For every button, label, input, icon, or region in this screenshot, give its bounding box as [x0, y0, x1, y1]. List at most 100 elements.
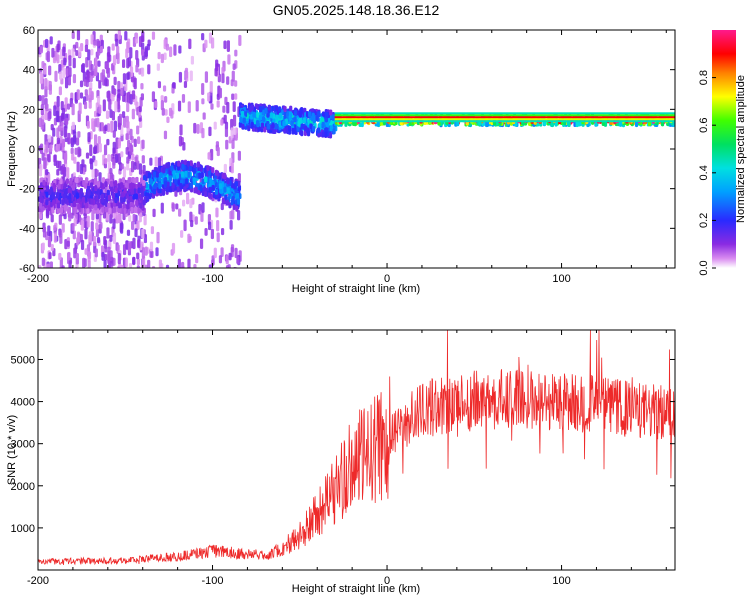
spectrogram-cell	[74, 147, 78, 155]
spectrogram-cell	[324, 112, 329, 119]
spectrogram-cell	[226, 187, 230, 194]
spectrogram-cell	[51, 47, 55, 58]
spectrogram-cell	[117, 80, 121, 92]
spectrogram-cell	[58, 160, 62, 171]
spectrogram-cell	[67, 137, 71, 144]
colorbar-ticks: 0.0 0.2 0.4 0.6 0.8	[698, 70, 716, 276]
spectrogram-cell	[124, 182, 128, 189]
spectrogram-cell	[136, 220, 140, 231]
spectrogram-cell	[84, 248, 88, 255]
spectrogram-cell	[87, 189, 91, 196]
spectrogram-cell	[55, 110, 59, 122]
spectrogram-cell	[211, 184, 215, 191]
spectrogram-cell	[138, 105, 142, 113]
spectrogram-cell	[237, 150, 241, 161]
spectrogram-cell	[143, 213, 147, 226]
spectrogram-cell	[126, 229, 131, 237]
spectrogram-cell	[199, 185, 203, 192]
spectrogram-cell	[131, 221, 135, 231]
spectrogram-cell	[181, 94, 186, 103]
spectrogram-cell	[109, 180, 114, 187]
spectrogram-cell	[223, 173, 227, 180]
colorbar-tick-label: 0.2	[698, 213, 710, 228]
spectrogram-cell	[119, 182, 124, 189]
spectrogram-cell	[160, 95, 164, 102]
spectrogram-cell	[86, 215, 90, 228]
spectrogram-cell	[101, 251, 105, 261]
spectrogram-cell	[567, 121, 571, 128]
spectrogram-cell	[201, 33, 205, 41]
spectrogram-cell	[142, 164, 146, 174]
spectrogram-cell	[189, 182, 193, 189]
spectrogram-cell	[95, 228, 100, 238]
spectrogram-cell	[260, 122, 265, 129]
spectrogram-cell	[45, 185, 50, 192]
spectrogram-cell	[85, 79, 89, 88]
spectrogram-cell	[65, 178, 69, 185]
spectrogram-cell	[88, 231, 92, 243]
spectrogram-cell	[331, 114, 335, 121]
spectrogram-cell	[224, 127, 229, 138]
spectrogram-cell	[211, 255, 215, 266]
spectrogram-cell	[38, 202, 43, 209]
snr-ytick-label: 2000	[11, 481, 35, 493]
spectrogram-cell	[79, 80, 84, 88]
spectrogram-cell	[160, 202, 164, 214]
spectrogram-cell	[126, 156, 130, 164]
spectrogram-cell	[179, 182, 183, 189]
spectrogram-cell	[90, 198, 94, 205]
spectrogram-cell	[67, 251, 71, 261]
spectrogram-cell	[179, 124, 183, 136]
spectrogram-cell	[126, 57, 130, 69]
spectrogram-cell	[231, 195, 235, 202]
spectrogram-cell	[64, 76, 69, 89]
spectrogram-cell	[120, 264, 124, 268]
spectrogram-cell	[68, 193, 72, 200]
spectrogram-cell	[108, 98, 112, 111]
spectrogram-cell	[216, 146, 220, 157]
spectrogram-cell	[63, 183, 67, 190]
spectrogram-cell	[85, 177, 89, 184]
spectrogram-cell	[204, 71, 209, 83]
spectrogram-cell	[79, 163, 84, 175]
spectrogram-cell	[270, 112, 274, 119]
spectrogram-cell	[134, 32, 139, 44]
snr-ytick-label: 5000	[11, 354, 35, 366]
spectrogram-cell	[299, 108, 303, 115]
spectrogram-cell	[317, 110, 321, 117]
spectrogram-cell	[261, 109, 265, 116]
spectrogram-cell	[116, 190, 121, 197]
spectrogram-cell	[215, 207, 219, 218]
spectrogram-cell	[225, 199, 230, 206]
spectrogram-cell	[192, 179, 197, 186]
spectrogram-cell	[95, 222, 99, 230]
spectrogram-cell	[133, 177, 137, 184]
spectrogram-cell	[101, 206, 105, 213]
spectrogram-cell	[64, 239, 68, 250]
spectrogram-cell	[120, 222, 124, 234]
spectrogram-cell	[234, 181, 238, 188]
colorbar-tick-label: 0.4	[698, 165, 710, 180]
spectrogram-cell	[239, 116, 243, 123]
spectrogram-cell	[106, 227, 110, 239]
spectrogram-cell	[130, 160, 135, 173]
spectrogram-cell	[223, 186, 227, 193]
spectrogram-cell	[188, 38, 192, 50]
spectrogram-cell	[252, 111, 256, 118]
spectrogram-cell	[227, 54, 231, 65]
spectrogram-cell	[96, 237, 101, 244]
spectrogram-cell	[289, 105, 293, 112]
spectrogram-cell	[93, 145, 98, 154]
spectrogram-cell	[94, 177, 98, 184]
spectrogram-cell	[127, 177, 131, 184]
spectrogram-cell	[71, 31, 75, 40]
spectrogram-cell	[94, 204, 98, 211]
spectrogram-xtick-label: 100	[552, 273, 570, 285]
spectrogram-cell	[216, 100, 220, 108]
spectrogram-cell	[126, 203, 130, 210]
spectrogram-cell	[133, 138, 137, 147]
spectrogram-cell	[149, 157, 153, 166]
spectrogram-cell	[256, 112, 260, 119]
spectrogram-cell	[44, 38, 49, 49]
spectrogram-cell	[165, 264, 170, 268]
